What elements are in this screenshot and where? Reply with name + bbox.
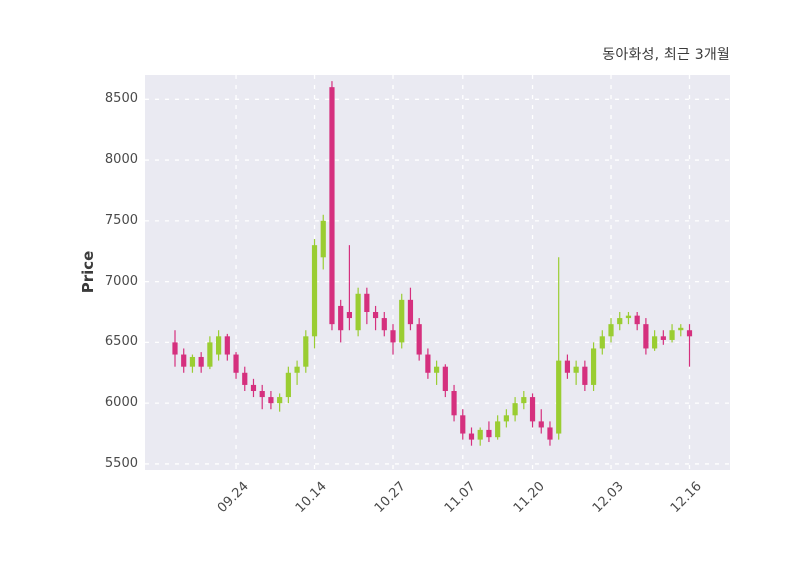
candle-down: [268, 397, 274, 404]
candle-down: [224, 336, 230, 355]
candle-down: [529, 397, 536, 422]
y-tick-label: 7500: [104, 212, 138, 228]
candle-down: [233, 354, 239, 373]
y-tick-label: 6000: [104, 395, 138, 411]
candle-up: [285, 372, 291, 398]
candle-up: [652, 336, 658, 349]
candle-down: [198, 356, 204, 367]
candle-up: [355, 293, 361, 331]
candle-up: [320, 220, 326, 258]
candle-down: [390, 330, 396, 343]
candle-up: [207, 342, 213, 367]
candle-down: [346, 312, 353, 319]
candle-up: [434, 366, 440, 373]
candle-up: [590, 348, 597, 385]
candle-down: [643, 324, 649, 349]
candle-up: [599, 336, 605, 349]
candle-down: [250, 384, 257, 391]
candle-down: [460, 415, 466, 434]
candle-down: [634, 315, 640, 325]
candle-down: [242, 372, 248, 385]
candle-down: [425, 354, 431, 373]
candle-down: [582, 366, 588, 385]
candle-up: [556, 360, 562, 434]
candle-up: [294, 366, 300, 373]
candle-down: [660, 336, 666, 340]
candle-down: [416, 324, 422, 355]
candle-down: [407, 299, 414, 325]
candle-down: [259, 391, 265, 398]
candle-down: [364, 293, 370, 312]
candle-up: [277, 397, 283, 404]
y-tick-label: 8500: [104, 91, 138, 107]
candle-down: [564, 360, 571, 373]
candle-down: [451, 391, 457, 416]
candle-down: [181, 354, 187, 367]
candle-up: [303, 336, 309, 367]
y-tick-label: 5500: [104, 455, 138, 471]
candle-down: [442, 366, 448, 391]
candle-up: [573, 366, 579, 373]
plot-background: [145, 75, 730, 470]
candle-down: [329, 87, 335, 325]
candle-up: [311, 245, 318, 337]
candle-up: [669, 330, 675, 340]
candle-down: [468, 433, 475, 440]
y-tick-label: 6500: [104, 334, 138, 350]
candle-up: [678, 327, 684, 331]
candle-down: [686, 330, 693, 337]
chart-title: 동아화성, 최근 3개월: [602, 47, 730, 63]
candle-up: [477, 429, 483, 440]
candle-down: [486, 429, 492, 438]
candle-up: [521, 397, 527, 404]
candle-up: [503, 415, 509, 422]
candle-down: [372, 312, 379, 319]
candle-up: [189, 356, 196, 367]
candle-up: [216, 336, 222, 355]
candle-up: [495, 421, 501, 438]
candle-down: [381, 318, 387, 331]
candle-down: [338, 305, 344, 331]
candle-up: [625, 315, 632, 319]
candle-up: [608, 324, 614, 337]
candle-up: [617, 318, 623, 325]
candle-up: [399, 299, 405, 343]
y-tick-label: 8000: [104, 152, 138, 168]
candle-down: [538, 421, 544, 428]
y-tick-label: 7000: [104, 273, 138, 289]
candle-down: [172, 342, 178, 355]
candle-up: [512, 403, 518, 416]
candle-down: [547, 427, 553, 440]
